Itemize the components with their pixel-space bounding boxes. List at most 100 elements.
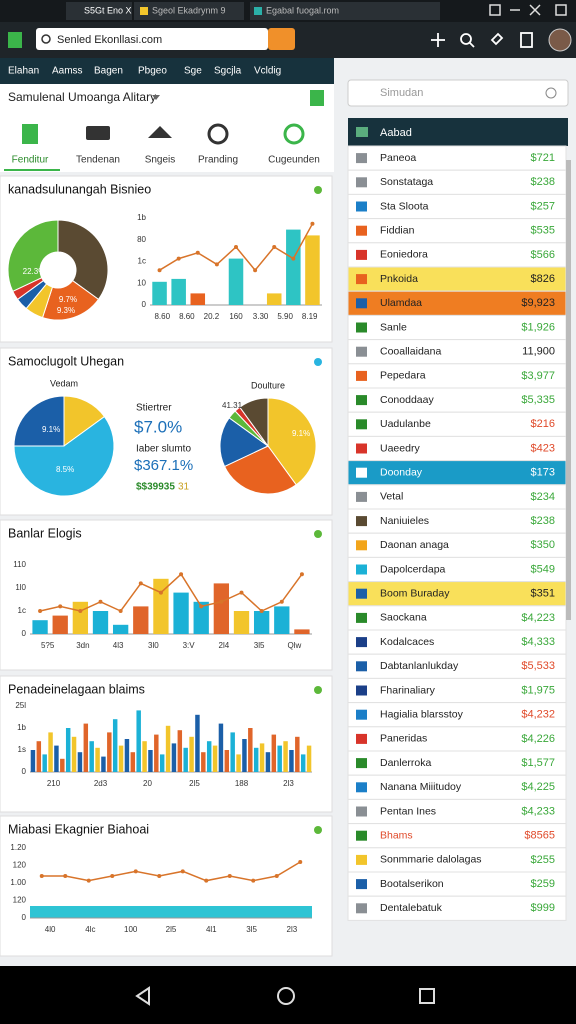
bar [112,719,118,772]
row-name: Bootalserikon [380,878,444,890]
toolbar-icons[interactable] [431,32,533,48]
address-bar[interactable] [36,28,268,50]
row-name: Uaeedry [380,442,420,454]
tab-label[interactable]: Fenditur [12,155,49,166]
row-name: Fiddian [380,224,415,236]
x-tick-label: 4l0 [45,925,56,934]
list-row[interactable] [347,653,567,679]
search-field[interactable] [347,79,569,107]
row-name: Boom Buraday [380,587,450,599]
row-name: Sonmmarie dalolagas [380,854,482,866]
list-row[interactable] [347,508,567,534]
selector-bar[interactable] [0,84,334,114]
bar [306,745,312,772]
dropdown-arrow [152,95,160,100]
row-name: Hagialia blarsstoy [380,708,464,720]
list-row[interactable] [347,895,567,921]
panel-status[interactable] [314,686,322,694]
list-row[interactable] [347,726,567,752]
scrollbar[interactable] [566,160,571,620]
x-tick-label: 2l5 [166,925,177,934]
nav-item[interactable]: Sge [184,66,202,77]
nav-item[interactable]: Sgcjla [214,66,242,77]
stat-value: $$39935 [136,482,175,493]
panel-status[interactable] [314,826,322,834]
list-row[interactable] [347,774,567,800]
line-point [279,599,284,604]
panel-status[interactable] [314,530,322,538]
x-tick-label: Qlw [287,641,301,650]
bar [286,229,301,305]
pie-slice [267,397,317,486]
nav-item[interactable]: Bagen [94,66,123,77]
bar [36,741,42,772]
bar [294,629,310,634]
nav-item[interactable]: Pbgeo [138,66,167,77]
app-logo [8,32,22,48]
panel-status[interactable] [314,358,322,366]
list-row[interactable] [347,750,567,776]
line-point [253,268,258,273]
avatar[interactable] [548,28,572,52]
list-row[interactable] [347,145,567,171]
list-row[interactable] [347,242,567,268]
home-button[interactable] [277,987,295,1005]
back-button[interactable] [135,986,150,1006]
panel-status[interactable] [314,186,322,194]
line-point [157,874,162,878]
row-icon [356,516,367,527]
list-row[interactable] [347,532,567,558]
row-icon [356,637,367,648]
tab-label[interactable]: Sngeis [145,155,176,166]
bar [213,583,230,634]
bar [77,752,83,772]
y-tick-label: 1l0 [15,583,26,592]
bar [112,624,129,634]
line-point [133,869,138,874]
list-row[interactable] [347,677,567,704]
tab-label[interactable]: Pranding [198,155,238,166]
tab-icon [283,123,305,145]
row-value: $5,533 [521,660,555,672]
list-row[interactable] [347,823,567,849]
list-row[interactable] [347,556,567,583]
line-point [310,221,315,226]
list-row[interactable] [347,702,567,728]
recents-button[interactable] [419,988,435,1004]
x-tick-label: 20 [143,779,152,788]
row-value: $4,226 [521,733,555,745]
bar [101,756,106,772]
list-row[interactable] [347,218,567,244]
row-name: Bhams [380,829,413,841]
list-row[interactable] [347,387,567,413]
row-value: $4,225 [521,781,555,793]
window-controls[interactable] [489,4,567,16]
tab-label[interactable]: Cugeunden [268,155,320,166]
list-row[interactable] [347,193,567,220]
nav-item[interactable]: Aamss [52,66,83,77]
tab[interactable] [134,2,244,20]
list-row[interactable] [347,871,567,897]
bar [224,750,230,772]
list-row[interactable] [347,847,567,873]
line-point [98,599,103,604]
y-tick-label: 110 [13,560,26,569]
list-row[interactable] [347,363,567,389]
list-row[interactable] [347,290,567,316]
nav-item[interactable]: Vcldig [254,66,281,77]
row-value: $255 [531,854,555,866]
tab-label[interactable]: Tendenan [76,155,120,166]
stat-label: Stiertrer [136,403,172,414]
bar [124,739,130,772]
list-row[interactable] [347,629,567,655]
row-icon [356,879,367,890]
list-row[interactable] [347,435,567,462]
row-value: $535 [531,225,555,237]
line-point [274,874,279,878]
search-button[interactable] [268,28,295,50]
panel-title: Miabasi Ekagnier Biahoai [8,822,149,836]
tab[interactable] [66,2,132,20]
nav-item[interactable]: Elahan [8,66,39,77]
tab[interactable] [250,2,440,20]
bar [48,732,53,772]
